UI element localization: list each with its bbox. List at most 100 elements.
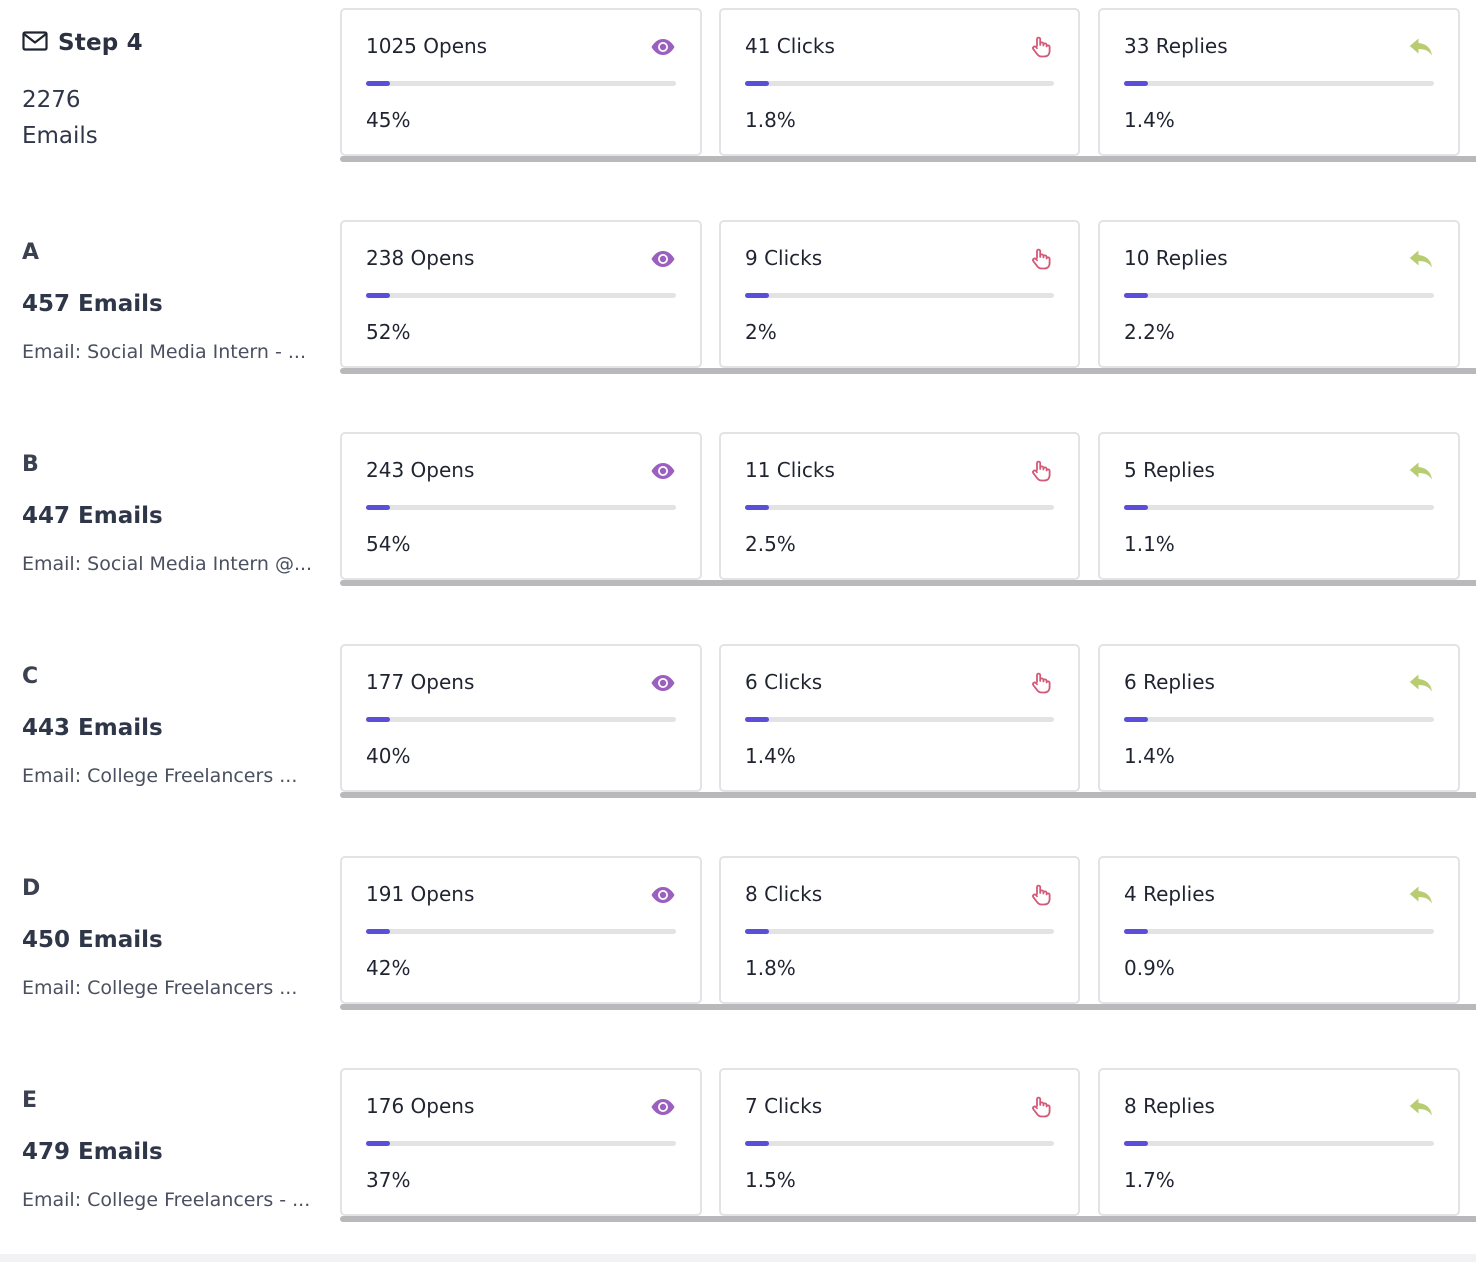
variant-subject: Email: Social Media Intern @... <box>22 553 313 575</box>
clicks-card: 6 Clicks 1.4% <box>719 644 1080 792</box>
clicks-percentage: 2% <box>745 320 777 344</box>
clicks-label: 9 Clicks <box>745 246 823 270</box>
opens-card: 243 Opens 54% <box>340 432 702 580</box>
opens-card: 177 Opens 40% <box>340 644 702 792</box>
opens-progress-fill <box>366 505 391 510</box>
clicks-percentage: 1.5% <box>745 1168 796 1192</box>
step-email-count: 2276 Emails <box>22 87 98 149</box>
replies-progress-track <box>1124 505 1434 510</box>
replies-card: 4 Replies 0.9% <box>1098 856 1460 1004</box>
clicks-progress-fill <box>745 929 770 934</box>
step-title: Step 4 <box>58 30 143 56</box>
replies-card: 8 Replies 1.7% <box>1098 1068 1460 1216</box>
clicks-progress-fill <box>745 717 770 722</box>
replies-label: 33 Replies <box>1124 34 1228 58</box>
opens-progress-track <box>366 293 676 298</box>
opens-progress-fill <box>366 929 391 934</box>
variant-row: E 479 Emails Email: College Freelancers … <box>0 1060 1476 1272</box>
horizontal-scrollbar[interactable] <box>340 580 1476 586</box>
horizontal-scrollbar[interactable] <box>340 368 1476 374</box>
opens-card: 176 Opens 37% <box>340 1068 702 1216</box>
opens-progress-track <box>366 1141 676 1146</box>
variant-email-count: 479 Emails <box>22 1139 163 1165</box>
variant-summary: A 457 Emails Email: Social Media Intern … <box>22 212 326 424</box>
variant-email-count: 450 Emails <box>22 927 163 953</box>
replies-progress-fill <box>1124 293 1149 298</box>
horizontal-scrollbar[interactable] <box>340 792 1476 798</box>
variant-email-count: 447 Emails <box>22 503 163 529</box>
opens-progress-track <box>366 505 676 510</box>
variant-letter: C <box>22 664 39 689</box>
replies-percentage: 1.1% <box>1124 532 1175 556</box>
replies-progress-fill <box>1124 505 1149 510</box>
clicks-progress-fill <box>745 505 770 510</box>
opens-progress-track <box>366 929 676 934</box>
clicks-progress-fill <box>745 81 770 86</box>
step-summary: Step 4 2276 Emails <box>22 0 326 212</box>
replies-percentage: 0.9% <box>1124 956 1175 980</box>
clicks-progress-track <box>745 293 1054 298</box>
opens-percentage: 45% <box>366 108 411 132</box>
variant-subject: Email: College Freelancers ... <box>22 765 298 787</box>
variant-summary: E 479 Emails Email: College Freelancers … <box>22 1060 326 1272</box>
horizontal-scrollbar[interactable] <box>340 1004 1476 1010</box>
variant-subject: Email: College Freelancers - ... <box>22 1189 311 1211</box>
clicks-label: 8 Clicks <box>745 882 823 906</box>
replies-label: 6 Replies <box>1124 670 1215 694</box>
opens-label: 243 Opens <box>366 458 475 482</box>
clicks-progress-track <box>745 717 1054 722</box>
replies-progress-track <box>1124 81 1434 86</box>
horizontal-scrollbar[interactable] <box>340 156 1476 162</box>
clicks-card: 41 Clicks 1.8% <box>719 8 1080 156</box>
clicks-card: 11 Clicks 2.5% <box>719 432 1080 580</box>
opens-label: 191 Opens <box>366 882 475 906</box>
clicks-card: 7 Clicks 1.5% <box>719 1068 1080 1216</box>
envelope-icon <box>22 30 58 56</box>
replies-percentage: 1.4% <box>1124 744 1175 768</box>
replies-progress-track <box>1124 1141 1434 1146</box>
clicks-card: 9 Clicks 2% <box>719 220 1080 368</box>
replies-progress-fill <box>1124 1141 1149 1146</box>
opens-progress-track <box>366 81 676 86</box>
opens-progress-fill <box>366 293 391 298</box>
variant-email-count: 443 Emails <box>22 715 163 741</box>
opens-label: 176 Opens <box>366 1094 475 1118</box>
variant-summary: B 447 Emails Email: Social Media Intern … <box>22 424 326 636</box>
clicks-card: 8 Clicks 1.8% <box>719 856 1080 1004</box>
opens-card: 238 Opens 52% <box>340 220 702 368</box>
replies-percentage: 1.7% <box>1124 1168 1175 1192</box>
opens-percentage: 52% <box>366 320 411 344</box>
replies-progress-fill <box>1124 81 1149 86</box>
clicks-progress-track <box>745 929 1054 934</box>
clicks-progress-track <box>745 505 1054 510</box>
variant-letter: B <box>22 452 39 477</box>
variant-row: C 443 Emails Email: College Freelancers … <box>0 636 1476 848</box>
replies-progress-track <box>1124 717 1434 722</box>
horizontal-scrollbar[interactable] <box>340 1216 1476 1222</box>
variant-letter: E <box>22 1088 38 1113</box>
clicks-progress-fill <box>745 293 770 298</box>
opens-progress-fill <box>366 1141 391 1146</box>
replies-card: 6 Replies 1.4% <box>1098 644 1460 792</box>
replies-label: 8 Replies <box>1124 1094 1215 1118</box>
clicks-percentage: 1.8% <box>745 956 796 980</box>
clicks-label: 7 Clicks <box>745 1094 823 1118</box>
clicks-label: 41 Clicks <box>745 34 835 58</box>
replies-card: 33 Replies 1.4% <box>1098 8 1460 156</box>
variant-email-count: 457 Emails <box>22 291 163 317</box>
clicks-percentage: 1.4% <box>745 744 796 768</box>
variant-subject: Email: Social Media Intern - ... <box>22 341 306 363</box>
variant-summary: D 450 Emails Email: College Freelancers … <box>22 848 326 1060</box>
replies-label: 4 Replies <box>1124 882 1215 906</box>
opens-label: 238 Opens <box>366 246 475 270</box>
variant-summary: C 443 Emails Email: College Freelancers … <box>22 636 326 848</box>
opens-progress-track <box>366 717 676 722</box>
replies-card: 10 Replies 2.2% <box>1098 220 1460 368</box>
clicks-percentage: 1.8% <box>745 108 796 132</box>
opens-progress-fill <box>366 81 391 86</box>
step-row: Step 4 2276 Emails 1025 Opens 45% 41 Cli… <box>0 0 1476 212</box>
variant-letter: D <box>22 876 41 901</box>
opens-card: 1025 Opens 45% <box>340 8 702 156</box>
clicks-percentage: 2.5% <box>745 532 796 556</box>
opens-progress-fill <box>366 717 391 722</box>
